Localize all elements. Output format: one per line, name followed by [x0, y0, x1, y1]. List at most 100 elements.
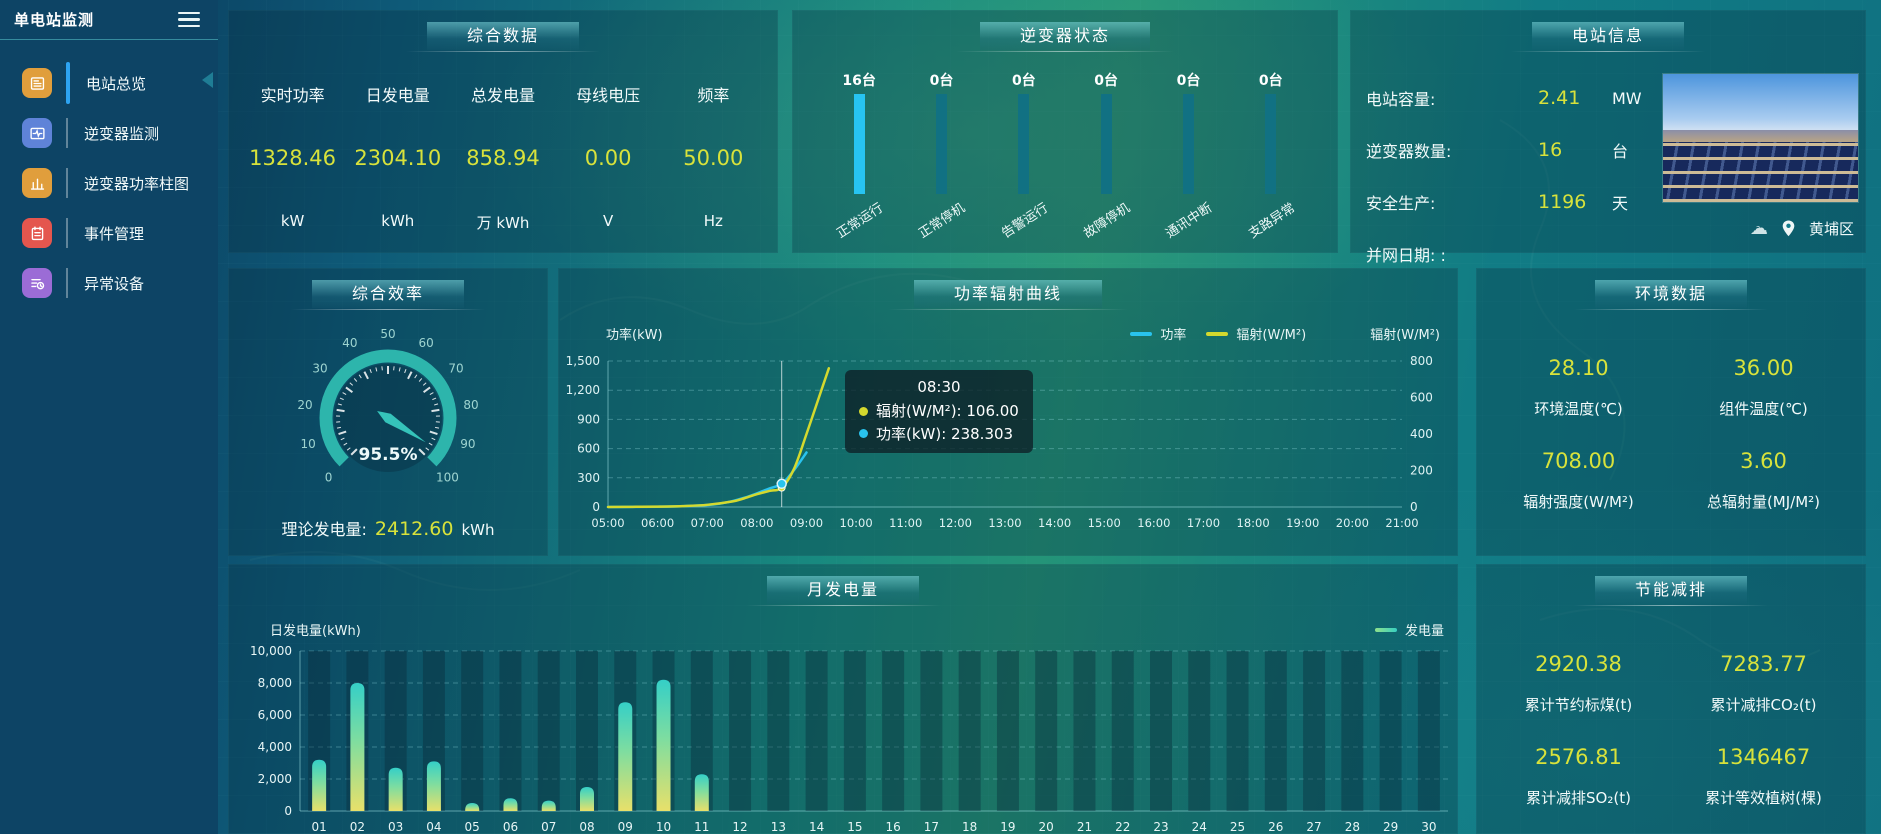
power-bars-icon [22, 168, 52, 198]
sidebar-item-2[interactable]: 逆变器监测 [0, 108, 218, 158]
inverter-status-item: 0台 通讯中断 [1149, 70, 1228, 242]
svg-text:06: 06 [503, 820, 518, 834]
legend-item[interactable]: 辐射(W/M²) [1206, 324, 1306, 343]
svg-text:05: 05 [465, 820, 480, 834]
svg-text:11:00: 11:00 [889, 516, 922, 530]
inverter-status-item: 0台 告警运行 [984, 70, 1063, 242]
monthly-ylabel: 日发电量(kWh) [270, 624, 361, 639]
svg-text:0: 0 [325, 470, 333, 484]
sidebar-item-5[interactable]: 异常设备 [0, 258, 218, 308]
metric-value: 50.00 [683, 146, 744, 170]
metric-label: 总发电量 [470, 86, 535, 105]
metric-unit: kWh [381, 212, 415, 230]
svg-text:23: 23 [1153, 820, 1168, 834]
station-info-label: 逆变器数量: [1366, 142, 1452, 161]
svg-text:08:00: 08:00 [740, 516, 773, 530]
tooltip-rows: 辐射(W/M²): 106.00 功率(kW): 238.303 [859, 400, 1019, 445]
legend-swatch [1374, 627, 1397, 632]
abnormal-devices-icon [22, 268, 52, 298]
svg-text:16:00: 16:00 [1137, 516, 1170, 530]
summary-metrics: 实时功率 1328.46 kW 日发电量 2304.10 kWh 总发电量 858.94 万 k… [228, 50, 778, 233]
sidebar-item-label: 异常设备 [84, 274, 145, 293]
stat-value: 1346467 [1716, 745, 1811, 769]
metric-value: 1328.46 [249, 146, 337, 170]
svg-text:16: 16 [885, 820, 900, 834]
inverter-status-label: 通讯中断 [1163, 200, 1216, 242]
station-info-value: 1196 [1538, 191, 1587, 213]
panel-title-monthly: 月发电量 [745, 576, 941, 606]
chart-tooltip: 08:30 辐射(W/M²): 106.00 功率(kW): 238.303 [845, 370, 1033, 453]
svg-text:14:00: 14:00 [1038, 516, 1071, 530]
location-pin-icon [1782, 220, 1795, 237]
sidebar-item-1[interactable]: 电站总览 [0, 58, 218, 108]
svg-text:20:00: 20:00 [1336, 516, 1369, 530]
inverter-status-item: 0台 故障停机 [1067, 70, 1146, 242]
inverter-status-bar [853, 94, 865, 194]
svg-text:90: 90 [460, 437, 475, 451]
inverter-status-bar [1265, 94, 1277, 194]
sidebar-item-4[interactable]: 事件管理 [0, 208, 218, 258]
photo-mountains [1663, 130, 1858, 142]
svg-text:11: 11 [694, 820, 709, 834]
summary-metric: 母线电压 0.00 V [556, 50, 661, 233]
inverter-status-label: 支路异常 [1245, 200, 1298, 242]
sidebar-item-label: 电站总览 [86, 74, 147, 93]
left-axis-title: 功率(kW) [606, 328, 663, 343]
hamburger-menu-icon[interactable] [178, 11, 200, 28]
menu-divider [66, 118, 68, 148]
menu-divider [66, 62, 70, 104]
svg-text:1,200: 1,200 [566, 383, 600, 397]
sidebar-item-label: 逆变器监测 [84, 124, 160, 143]
overview-icon [22, 68, 52, 98]
theoretical-generation: 理论发电量: 2412.60 kWh [228, 516, 548, 540]
panel-power-radiation-curve: 功率辐射曲线 功率(kW) 功率 辐射(W/M²) 辐射(W/M²) 0 300 60… [558, 268, 1458, 556]
panel-energy-saving: 节能减排 2920.38 累计节约标煤(t) 7283.77 累计减排CO₂(t) 25… [1476, 564, 1866, 834]
inverter-status-item: 16台 正常运行 [820, 70, 899, 242]
inverter-count: 0台 [1094, 73, 1119, 89]
svg-text:50: 50 [380, 327, 395, 341]
stat-label: 辐射强度(W/M²) [1523, 493, 1634, 511]
sidebar-item-3[interactable]: 逆变器功率柱图 [0, 158, 218, 208]
stat-label: 累计减排CO₂(t) [1710, 696, 1817, 714]
svg-text:4,000: 4,000 [258, 740, 292, 754]
sidebar-item-label: 逆变器功率柱图 [84, 174, 190, 193]
svg-text:21:00: 21:00 [1385, 516, 1418, 530]
svg-text:800: 800 [1410, 354, 1433, 368]
tooltip-time: 08:30 [917, 378, 961, 396]
station-info-value: 2.41 [1538, 87, 1581, 109]
panel-summary-data: 综合数据 实时功率 1328.46 kW 日发电量 2304.10 kWh 总发电量 858.… [228, 10, 778, 253]
tooltip-series-dot [859, 429, 868, 439]
tooltip-text: 辐射(W/M²): 106.00 [876, 402, 1019, 420]
svg-text:13: 13 [771, 820, 786, 834]
svg-text:10: 10 [656, 820, 671, 834]
inverter-count: 0台 [1258, 73, 1283, 89]
menu-divider [66, 168, 68, 198]
tooltip-series-dot [859, 406, 868, 416]
power-chart-legend: 功率 辐射(W/M²) [1130, 324, 1306, 343]
sidebar: 单电站监测 电站总览逆变器监测逆变器功率柱图 事件管理异常设备 [0, 0, 218, 834]
panel-title-power-curve: 功率辐射曲线 [887, 280, 1129, 310]
panel-title-summary: 综合数据 [405, 22, 601, 52]
svg-text:13:00: 13:00 [988, 516, 1021, 530]
svg-text:300: 300 [577, 471, 600, 485]
tooltip-row: 功率(kW): 238.303 [859, 423, 1019, 446]
metric-label: 日发电量 [365, 86, 430, 105]
tooltip-row: 辐射(W/M²): 106.00 [859, 400, 1019, 423]
svg-text:100: 100 [436, 470, 459, 484]
sidebar-collapse-arrow[interactable] [202, 72, 213, 88]
stat-value: 28.10 [1548, 356, 1609, 380]
inverter-status-bars: 16台 正常运行 0台 正常停机 0台 告警运行 0台 故障停机 0台 通讯中断 0台 支路异常 [792, 70, 1338, 242]
panel-title-efficiency: 综合效率 [290, 280, 486, 310]
sidebar-item-label: 事件管理 [84, 224, 145, 243]
stat-cell: 1346467 累计等效植树(棵) [1671, 723, 1856, 808]
stat-label: 环境温度(℃) [1534, 400, 1623, 418]
svg-text:10,000: 10,000 [250, 644, 292, 658]
app-title: 单电站监测 [14, 11, 95, 29]
stat-cell: 28.10 环境温度(℃) [1486, 334, 1671, 419]
legend-item-generation[interactable]: 发电量 [1374, 620, 1444, 639]
station-info-unit: 天 [1612, 194, 1629, 213]
stat-cell: 2920.38 累计节约标煤(t) [1486, 630, 1671, 715]
svg-text:07:00: 07:00 [691, 516, 724, 530]
legend-item[interactable]: 功率 [1130, 324, 1186, 343]
inverter-status-label: 告警运行 [998, 200, 1051, 242]
